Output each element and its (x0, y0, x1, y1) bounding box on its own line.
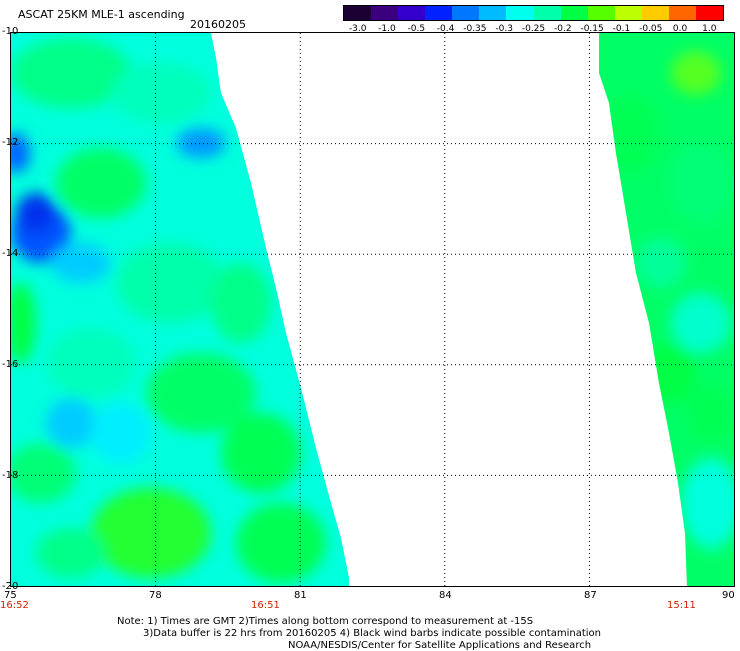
x-tick-label: 84 (439, 590, 452, 601)
x-tick-label: 78 (149, 590, 162, 601)
colorbar-segment (479, 6, 507, 20)
colorbar-segment (587, 6, 615, 20)
colorbar-label: -3.0 (348, 24, 367, 34)
colorbar-label: -0.5 (407, 24, 426, 34)
swath-time-middle: 16:51 (251, 600, 280, 611)
colorbar-label: -0.2 (554, 24, 572, 34)
colorbar-label: -0.35 (463, 24, 487, 34)
colorbar-label: 1.0 (702, 24, 717, 34)
colorbar-segment (344, 6, 372, 20)
colorbar-segment (614, 6, 642, 20)
note-line-1: Note: 1) Times are GMT 2)Times along bot… (117, 616, 534, 627)
colorbar-label: -0.4 (436, 24, 455, 34)
y-tick-label: -10 (2, 26, 19, 37)
colorbar-label: -0.25 (521, 24, 546, 34)
right-swath (599, 33, 734, 586)
swath-time-right: 15:11 (667, 600, 696, 611)
product-date: 20160205 (190, 18, 246, 31)
colorbar-segment (560, 6, 588, 20)
colorbar-segment (452, 6, 480, 20)
y-tick-label: -12 (2, 137, 19, 148)
y-tick-label: -20 (2, 581, 19, 592)
colorbar-label: -0.3 (495, 24, 513, 34)
x-tick-label: 87 (584, 590, 597, 601)
colorbar-label: 0.0 (672, 24, 688, 34)
y-tick-label: -14 (2, 248, 19, 259)
colorbar-segment (668, 6, 697, 20)
colorbar-segment (425, 6, 453, 20)
colorbar-label: -1.0 (378, 24, 396, 34)
colorbar (343, 5, 724, 21)
left-swath (11, 33, 349, 586)
colorbar-label: -0.1 (612, 24, 631, 34)
colorbar-segment (696, 6, 724, 20)
y-tick-label: -18 (2, 470, 19, 481)
wind-swath-svg (11, 33, 734, 586)
note-line-3: NOAA/NESDIS/Center for Satellite Applica… (288, 640, 592, 651)
colorbar-segment (371, 6, 399, 20)
colorbar-segment (533, 6, 561, 20)
x-tick-label: 81 (294, 590, 307, 601)
note-line-2: 3)Data buffer is 22 hrs from 20160205 4)… (143, 628, 601, 639)
y-tick-label: -16 (2, 359, 19, 370)
colorbar-segment (398, 6, 426, 20)
x-tick-label: 75 (4, 590, 17, 601)
colorbar-label: -0.15 (580, 24, 604, 34)
colorbar-segment (506, 6, 534, 20)
colorbar-label: -0.05 (639, 24, 663, 34)
grid-lines (11, 33, 734, 586)
colorbar-segment (641, 6, 669, 20)
swath-time-left: 16:52 (0, 600, 29, 611)
product-title: ASCAT 25KM MLE-1 ascending (18, 8, 185, 21)
x-tick-label: 90 (722, 590, 735, 601)
map-plot (10, 32, 735, 587)
